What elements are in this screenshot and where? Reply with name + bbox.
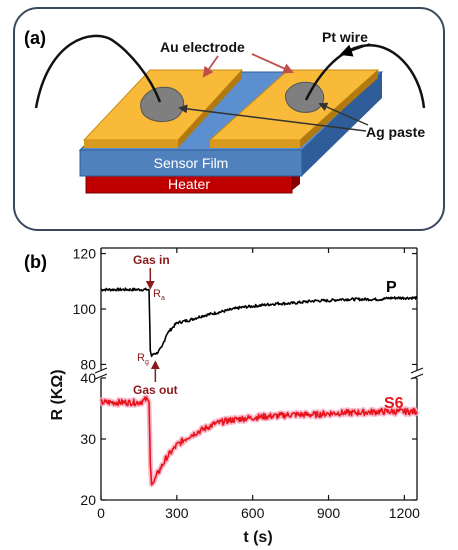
y-ticks-top: 80 100 120 — [73, 246, 417, 372]
x-axis-label: t (s) — [243, 529, 272, 546]
ag-arrow-left — [178, 104, 367, 132]
series-s6-line — [100, 396, 418, 486]
rg-label: Rg — [137, 352, 149, 366]
pt-wire-arrow — [339, 43, 371, 57]
series-s6-label: S6 — [384, 395, 404, 412]
ra-r: R — [153, 288, 161, 300]
y-tick-label: 30 — [80, 431, 96, 447]
panel-b-letter: (b) — [24, 252, 47, 272]
x-tick-label: 900 — [317, 505, 341, 521]
panel-a: (a) Heater Sensor Film — [13, 7, 445, 231]
au-electrode-label: Au electrode — [160, 39, 245, 55]
ag-paste-label: Ag paste — [366, 124, 425, 140]
x-tick-label: 0 — [97, 505, 105, 521]
sensor-film-front — [79, 149, 303, 177]
panel-a-letter: (a) — [24, 28, 46, 48]
ra-label: Ra — [153, 288, 165, 302]
sensor-film-label: Sensor Film — [154, 155, 229, 171]
au-arrow-left — [202, 55, 219, 78]
series-p-label: P — [386, 279, 397, 296]
gas-out-label: Gas out — [133, 383, 178, 397]
heater-label: Heater — [168, 176, 210, 192]
y-tick-label: 100 — [73, 301, 97, 317]
panel-b: (b) R (KΩ) t (s) 0 300 600 900 1200 80 100 120… — [24, 246, 424, 546]
heater-block: Heater — [85, 168, 300, 194]
ag-paste-right — [284, 81, 325, 113]
rg-r: R — [137, 352, 145, 364]
rg-sub: g — [145, 359, 149, 366]
x-tick-label: 300 — [165, 505, 189, 521]
y-tick-label: 120 — [73, 246, 97, 262]
pt-wire-label: Pt wire — [322, 29, 368, 45]
y-ticks-bottom: 20 30 40 — [80, 370, 417, 508]
ra-sub: a — [161, 295, 165, 302]
pt-wire-left — [34, 34, 162, 109]
y-axis-label: R (KΩ) — [49, 369, 66, 420]
x-tick-label: 600 — [241, 505, 265, 521]
x-tick-label: 1200 — [389, 505, 420, 521]
series-p-line — [100, 287, 418, 358]
ag-arrow-right — [318, 102, 369, 126]
sensor-film-side — [302, 72, 382, 176]
axis-break-marks — [94, 367, 424, 380]
gas-in-label: Gas in — [133, 253, 170, 267]
y-tick-label: 40 — [80, 370, 96, 386]
x-ticks: 0 300 600 900 1200 — [97, 248, 420, 521]
y-tick-label: 80 — [80, 356, 96, 372]
ag-paste-left — [140, 86, 185, 123]
au-arrow-right — [251, 53, 294, 74]
y-tick-label: 20 — [80, 492, 96, 508]
